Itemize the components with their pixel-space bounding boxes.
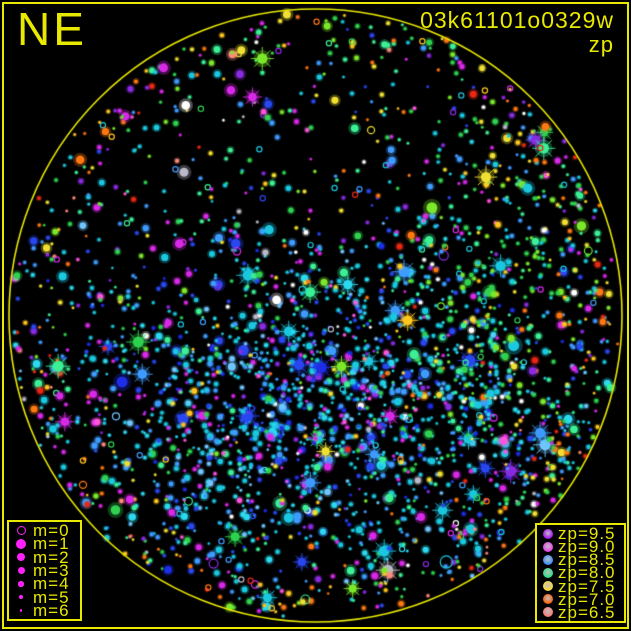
magnitude-legend-row: m=6 [9, 600, 80, 620]
magnitude-legend-row: m=0 [9, 521, 80, 541]
magnitude-legend-marker-cell [9, 581, 33, 587]
zeropoint-legend-marker-cell [537, 567, 558, 578]
magnitude-legend-marker-cell [9, 566, 33, 574]
zeropoint-legend-marker-cell [537, 554, 558, 565]
magnitude-marker-icon [18, 581, 24, 587]
zeropoint-legend-label: zp=6.5 [558, 602, 616, 622]
magnitude-legend-row: m=2 [9, 547, 80, 567]
magnitude-marker-icon [16, 538, 26, 549]
magnitude-legend-label: m=4 [33, 574, 70, 594]
zeropoint-legend-marker-cell [537, 594, 558, 605]
zeropoint-legend-label: zp=7.0 [558, 589, 616, 609]
zeropoint-legend-row: zp=6.5 [537, 602, 624, 622]
zeropoint-legend-row: zp=8.5 [537, 550, 624, 570]
magnitude-marker-icon [19, 609, 23, 612]
magnitude-legend-label: m=6 [33, 600, 70, 620]
zeropoint-legend-row: zp=7.5 [537, 576, 624, 596]
magnitude-legend-marker-cell [9, 526, 33, 536]
magnitude-legend-marker-cell [9, 538, 33, 549]
zeropoint-marker-icon [542, 607, 553, 618]
zeropoint-legend-label: zp=8.0 [558, 563, 616, 583]
zeropoint-legend-label: zp=9.0 [558, 537, 616, 557]
magnitude-legend-row: m=1 [9, 534, 80, 554]
zeropoint-legend-label: zp=8.5 [558, 550, 616, 570]
exposure-id-label: 03k61101o0329w [420, 7, 614, 33]
magnitude-legend-label: m=5 [33, 587, 70, 607]
magnitude-legend-row: m=3 [9, 560, 80, 580]
zeropoint-legend-row: zp=7.0 [537, 589, 624, 609]
zeropoint-legend-row: zp=9.5 [537, 524, 624, 544]
zeropoint-legend-marker-cell [537, 607, 558, 618]
magnitude-legend-label: m=1 [33, 534, 70, 554]
magnitude-legend: m=0 m=1 m=2 m=3 m=4 m=5 m=6 [7, 520, 82, 621]
zeropoint-legend: zp=9.5 zp=9.0 zp=8.5 zp=8.0 zp=7.5 zp=7.0 zp=6… [535, 523, 626, 623]
magnitude-legend-marker-cell [9, 552, 33, 562]
zeropoint-marker-icon [542, 528, 553, 539]
magnitude-marker-icon [16, 526, 26, 536]
zeropoint-marker-icon [542, 594, 553, 605]
magnitude-legend-label: m=3 [33, 560, 70, 580]
magnitude-legend-row: m=4 [9, 574, 80, 594]
magnitude-legend-label: m=2 [33, 547, 70, 567]
magnitude-legend-marker-cell [9, 609, 33, 612]
zeropoint-marker-icon [542, 554, 553, 565]
zeropoint-marker-icon [542, 581, 553, 592]
title-block: 03k61101o0329w zp [420, 8, 614, 56]
zeropoint-marker-icon [542, 541, 553, 552]
zeropoint-legend-marker-cell [537, 541, 558, 552]
magnitude-legend-label: m=0 [33, 521, 70, 541]
zeropoint-legend-label: zp=7.5 [558, 576, 616, 596]
magnitude-legend-marker-cell [9, 595, 33, 600]
zeropoint-legend-row: zp=8.0 [537, 563, 624, 583]
magnitude-marker-icon [19, 595, 23, 600]
magnitude-marker-icon [16, 552, 26, 562]
orientation-label: NE [17, 3, 87, 55]
zeropoint-legend-label: zp=9.5 [558, 524, 616, 544]
colorbar-label: zp [588, 32, 614, 58]
magnitude-marker-icon [17, 566, 25, 574]
zeropoint-legend-row: zp=9.0 [537, 537, 624, 557]
zeropoint-marker-icon [542, 567, 553, 578]
zeropoint-legend-marker-cell [537, 581, 558, 592]
magnitude-legend-row: m=5 [9, 587, 80, 607]
zeropoint-legend-marker-cell [537, 528, 558, 539]
